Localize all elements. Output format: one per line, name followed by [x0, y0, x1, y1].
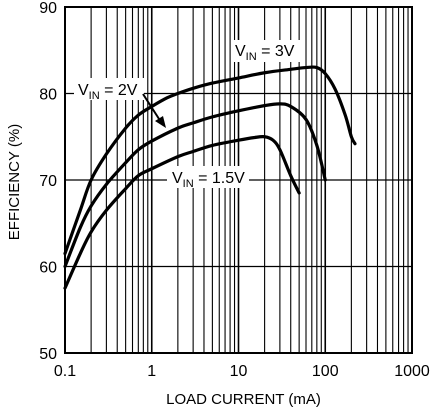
arrow-head [155, 116, 166, 128]
series-label-bg [231, 40, 303, 62]
y-tick-label: 70 [39, 173, 57, 190]
series-label-arrow [142, 93, 166, 128]
x-axis-title: LOAD CURRENT (mA) [166, 391, 321, 408]
y-axis-title: EFFICIENCY (%) [6, 124, 23, 240]
y-tick-label: 90 [39, 0, 57, 17]
series-label-bg [74, 78, 144, 100]
x-tick-label: 10 [230, 363, 248, 380]
series-line-0 [63, 65, 357, 256]
x-tick-label: 1 [147, 363, 156, 380]
x-tick-label: 1000 [394, 363, 430, 380]
tick-labels: 0.1 1 10 100 1000 50 60 70 80 90 [39, 0, 430, 380]
series-label-bg [167, 166, 249, 188]
series-label-1: VIN = 2V [78, 82, 138, 102]
series-labels: VIN = 3V VIN = 2V VIN = 1.5V [74, 40, 303, 190]
series-label-0: VIN = 3V [235, 43, 295, 63]
arrow-shaft [142, 93, 162, 123]
plot-frame [64, 6, 413, 354]
y-tick-label: 50 [39, 346, 57, 363]
series-line-1 [63, 102, 327, 269]
x-tick-label: 0.1 [54, 363, 76, 380]
series-line-2 [63, 135, 301, 290]
y-tick-label: 60 [39, 260, 57, 277]
series-label-2: VIN = 1.5V [172, 170, 245, 190]
x-tick-label: 100 [312, 363, 339, 380]
y-tick-label: 80 [39, 87, 57, 104]
series-lines [63, 65, 357, 290]
